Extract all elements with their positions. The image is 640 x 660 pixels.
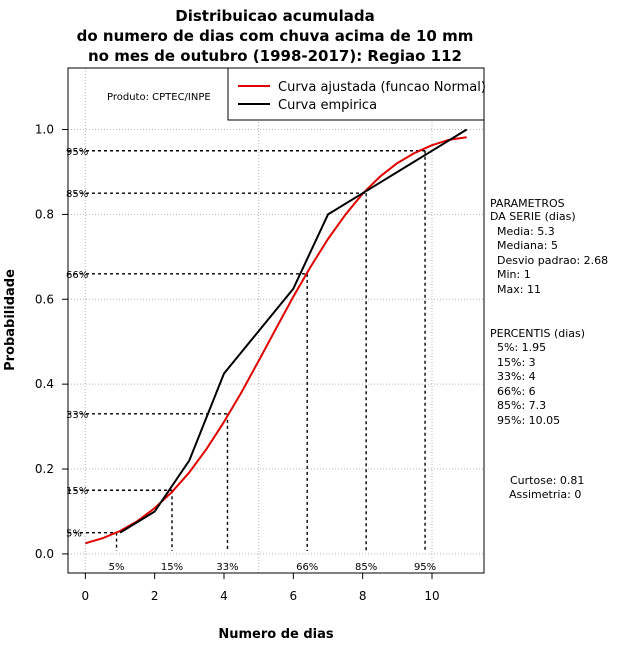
y-tick-label-1: 0.2 <box>35 462 54 476</box>
param-max: Max: 11 <box>497 283 541 296</box>
percentile-left-label-5: 95% <box>66 147 88 158</box>
x-tick-label-4: 8 <box>359 589 367 603</box>
x-tick-label-0: 0 <box>82 589 90 603</box>
x-tick-label-1: 2 <box>151 589 159 603</box>
percentile-bottom-label-3: 66% <box>296 562 318 573</box>
y-tick-label-4: 0.8 <box>35 207 54 221</box>
y-tick-label-5: 1.0 <box>35 123 54 137</box>
percentile-bottom-label-2: 33% <box>216 562 238 573</box>
y-axis-label: Probabilidade <box>3 269 18 371</box>
percentile-bottom-label-0: 5% <box>109 562 125 573</box>
percentil-33: 33%: 4 <box>497 370 536 383</box>
legend-box <box>227 67 485 121</box>
params-title-2: DA SERIE (dias) <box>490 210 576 223</box>
plot-frame <box>67 67 485 574</box>
percentil-66: 66%: 6 <box>497 385 536 398</box>
param-desvio: Desvio padrao: 2.68 <box>497 254 608 267</box>
param-media: Media: 5.3 <box>497 225 555 238</box>
chart-title-line-2: do numero de dias com chuva acima de 10 … <box>77 27 474 45</box>
percentil-15: 15%: 3 <box>497 356 536 369</box>
y-tick-label-3: 0.6 <box>35 292 54 306</box>
y-tick-label-2: 0.4 <box>35 377 54 391</box>
percentile-bottom-label-5: 95% <box>414 562 436 573</box>
y-tick-label-0: 0.0 <box>35 547 54 561</box>
percentil-85: 85%: 7.3 <box>497 399 546 412</box>
percentil-5: 5%: 1.95 <box>497 341 546 354</box>
percentile-left-label-2: 33% <box>66 410 88 421</box>
percentile-left-label-0: 5% <box>66 529 82 540</box>
series-empirical <box>119 128 468 534</box>
grid-lines <box>68 68 484 573</box>
axis-ticks: 0 2 4 6 8 10 0.0 0.2 0.4 0.6 0.8 1.0 <box>35 123 440 603</box>
legend-label-fitted: Curva ajustada (funcao Normal) <box>278 80 486 95</box>
percentil-95: 95%: 10.05 <box>497 414 560 427</box>
series-layer <box>85 128 468 545</box>
curtose: Curtose: 0.81 <box>510 474 584 487</box>
side-panel: PARAMETROS DA SERIE (dias) Media: 5.3 Me… <box>490 197 608 501</box>
percentile-left-label-1: 15% <box>66 486 88 497</box>
chart-title-line-1: Distribuicao acumulada <box>175 7 374 25</box>
legend: Curva ajustada (funcao Normal) Curva emp… <box>227 67 486 121</box>
percentile-bottom-label-4: 85% <box>355 562 377 573</box>
percentile-guides: 5% 5% 15% 15% 33% 33% 66% 66% 85% 85% 95% 95% <box>66 147 436 573</box>
percentile-left-label-3: 66% <box>66 270 88 281</box>
percentis-title: PERCENTIS (dias) <box>490 327 585 340</box>
assimetria: Assimetria: 0 <box>509 488 581 501</box>
chart-title-line-3: no mes de outubro (1998-2017): Regiao 11… <box>88 47 462 65</box>
params-title-1: PARAMETROS <box>490 197 565 210</box>
percentile-left-label-4: 85% <box>66 189 88 200</box>
x-axis-label: Numero de dias <box>218 627 334 642</box>
legend-label-empirical: Curva empirica <box>278 98 377 113</box>
x-tick-label-2: 4 <box>220 589 228 603</box>
x-tick-label-5: 10 <box>424 589 439 603</box>
x-tick-label-3: 6 <box>290 589 298 603</box>
producer-note: Produto: CPTEC/INPE <box>107 92 211 103</box>
param-min: Min: 1 <box>497 268 531 281</box>
series-fitted-normal <box>85 136 467 545</box>
percentile-bottom-label-1: 15% <box>161 562 183 573</box>
param-mediana: Mediana: 5 <box>497 239 558 252</box>
